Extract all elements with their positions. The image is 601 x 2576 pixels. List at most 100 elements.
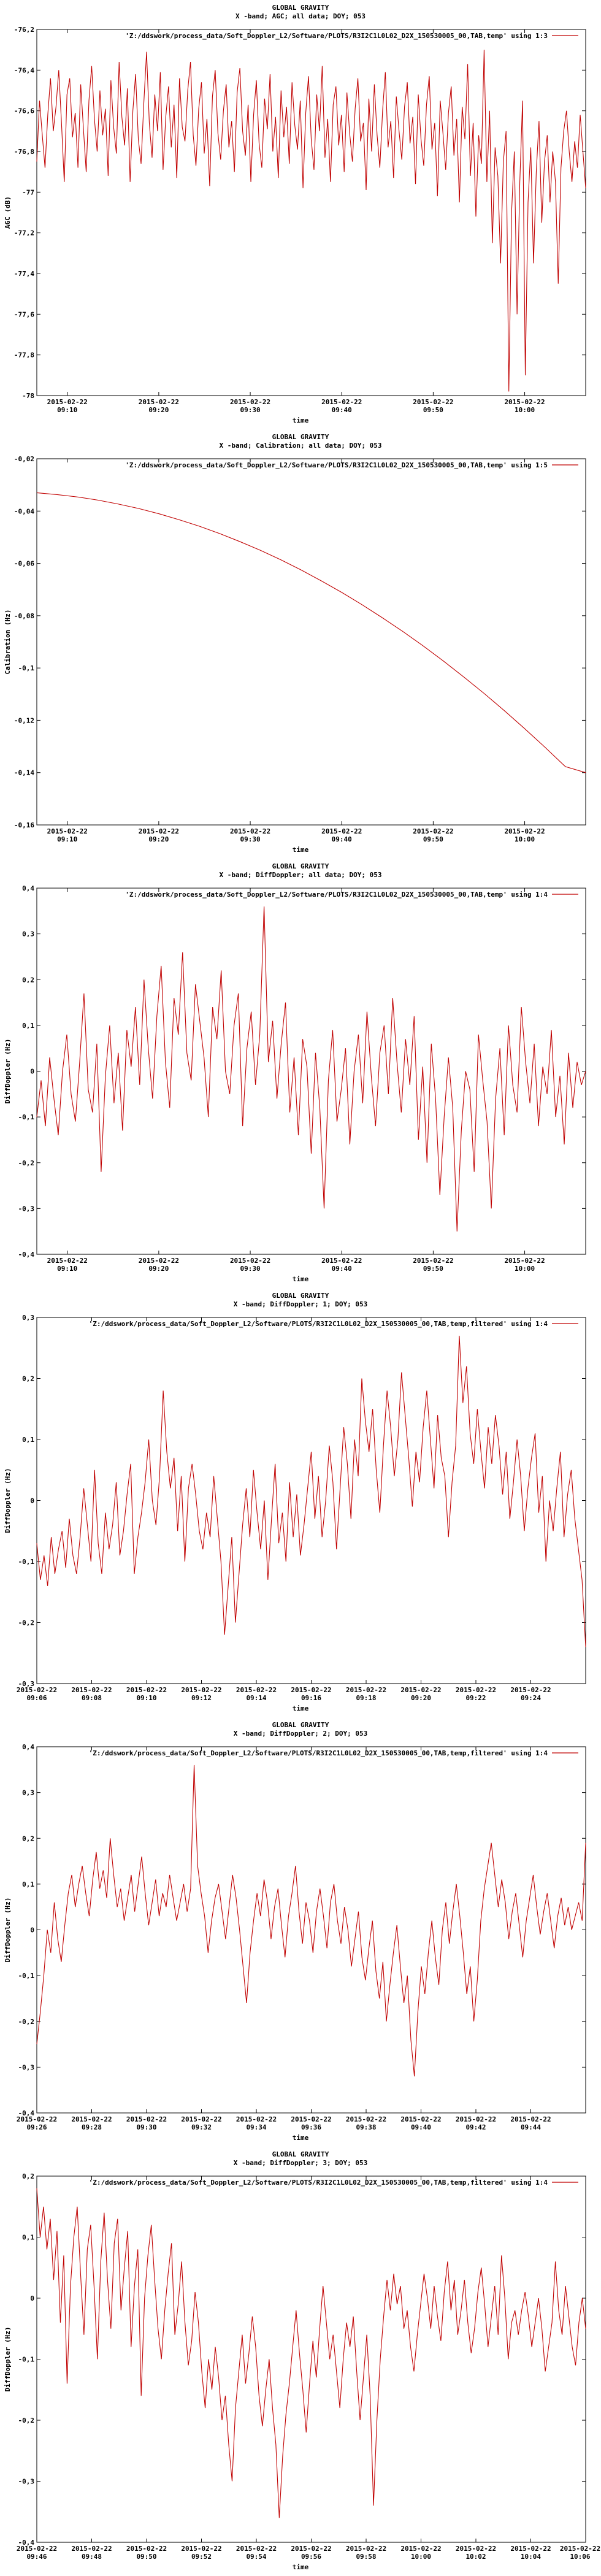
series-line	[36, 906, 586, 1232]
x-tick-label-time: 09:20	[411, 1694, 431, 1702]
x-tick-label-time: 09:52	[191, 2553, 212, 2561]
legend-label: 'Z:/ddswork/process_data/Soft_Doppler_L2…	[89, 1749, 548, 1757]
x-tick-label-time: 09:42	[465, 2123, 486, 2131]
series-line	[36, 2188, 586, 2518]
y-tick-label: 0	[30, 1926, 34, 1934]
chart-subtitle: X -band; DiffDoppler; all data; DOY; 053	[220, 871, 382, 879]
x-tick-label-date: 2015-02-22	[126, 2115, 167, 2123]
chart-title: GLOBAL GRAVITY	[272, 433, 329, 441]
x-tick-label-time: 09:32	[191, 2123, 212, 2131]
x-tick-label-time: 09:12	[191, 1694, 212, 1702]
x-tick-label-date: 2015-02-22	[236, 2545, 277, 2553]
x-tick-label-time: 09:26	[26, 2123, 47, 2131]
legend-label: 'Z:/ddswork/process_data/Soft_Doppler_L2…	[125, 32, 548, 40]
chart-panel-6: GLOBAL GRAVITY X -band; DiffDoppler; 3; D…	[0, 2147, 601, 2576]
x-tick-label-time: 09:50	[423, 406, 443, 414]
chart-subtitle: X -band; Calibration; all data; DOY; 053	[220, 442, 382, 450]
y-tick-label: -0,3	[18, 2063, 35, 2071]
x-tick-label-time: 09:40	[332, 835, 352, 843]
x-tick-label-date: 2015-02-22	[400, 2115, 441, 2123]
series-line	[36, 492, 586, 773]
x-tick-label-time: 10:02	[465, 2553, 486, 2561]
y-tick-label: -77	[22, 188, 34, 196]
x-tick-label-date: 2015-02-22	[413, 398, 453, 406]
y-tick-label: -0,3	[18, 1680, 35, 1688]
x-tick-label-time: 09:34	[246, 2123, 266, 2131]
chart-panel-2: GLOBAL GRAVITY X -band; Calibration; all …	[0, 429, 601, 859]
x-axis-label: time	[293, 846, 309, 854]
chart-panel-5: GLOBAL GRAVITY X -band; DiffDoppler; 2; D…	[0, 1717, 601, 2147]
x-tick-label-time: 09:06	[26, 1694, 47, 1702]
x-tick-label-date: 2015-02-22	[126, 2545, 167, 2553]
y-tick-label: 0,3	[22, 930, 34, 938]
x-tick-label-time: 09:36	[301, 2123, 321, 2131]
x-tick-label-date: 2015-02-22	[139, 398, 179, 406]
x-tick-label-time: 10:00	[411, 2553, 431, 2561]
chart-panel-4: GLOBAL GRAVITY X -band; DiffDoppler; 1; D…	[0, 1288, 601, 1717]
x-tick-label-date: 2015-02-22	[236, 2115, 277, 2123]
x-tick-label-time: 09:50	[423, 1265, 443, 1273]
x-tick-label-time: 09:10	[57, 406, 77, 414]
x-tick-label-date: 2015-02-22	[230, 827, 270, 835]
chart-subtitle: X -band; DiffDoppler; 2; DOY; 053	[234, 1730, 368, 1738]
y-tick-label: 0,2	[22, 976, 34, 984]
x-tick-label-date: 2015-02-22	[71, 2545, 112, 2553]
x-axis-label: time	[293, 2134, 309, 2142]
x-tick-label-time: 09:46	[26, 2553, 47, 2561]
y-tick-label: -0,3	[18, 1205, 35, 1213]
y-tick-label: 0,1	[22, 1022, 34, 1030]
y-axis-label: AGC (dB)	[4, 196, 12, 229]
y-tick-label: -0,12	[14, 716, 34, 724]
y-tick-label: -77,2	[14, 229, 34, 237]
x-tick-label-time: 09:22	[465, 1694, 486, 1702]
chart-title: GLOBAL GRAVITY	[272, 2150, 329, 2158]
x-tick-label-date: 2015-02-22	[230, 398, 270, 406]
x-tick-label-time: 09:40	[332, 406, 352, 414]
y-tick-label: -76,2	[14, 26, 34, 34]
y-tick-label: -0,1	[18, 2356, 35, 2364]
x-tick-label-date: 2015-02-22	[17, 1686, 57, 1694]
x-tick-label-date: 2015-02-22	[560, 2545, 600, 2553]
x-tick-label-date: 2015-02-22	[510, 1686, 551, 1694]
x-tick-label-time: 09:16	[301, 1694, 321, 1702]
x-tick-label-time: 10:06	[570, 2553, 590, 2561]
chart-title: GLOBAL GRAVITY	[272, 1721, 329, 1729]
x-tick-label-time: 09:20	[148, 1265, 169, 1273]
chart-subtitle: X -band; DiffDoppler; 3; DOY; 053	[234, 2159, 368, 2167]
y-tick-label: -0,1	[18, 1972, 35, 1980]
x-tick-label-time: 09:58	[356, 2553, 376, 2561]
y-tick-label: -76,4	[14, 66, 34, 74]
x-tick-label-time: 09:30	[136, 2123, 156, 2131]
x-tick-label-date: 2015-02-22	[504, 1257, 545, 1265]
series-line	[36, 50, 586, 392]
x-tick-label-date: 2015-02-22	[47, 1257, 88, 1265]
y-tick-label: -0,3	[18, 2478, 35, 2486]
y-tick-label: -77,4	[14, 270, 34, 278]
y-tick-label: -0,16	[14, 821, 34, 829]
legend-label: 'Z:/ddswork/process_data/Soft_Doppler_L2…	[125, 891, 548, 899]
x-tick-label-date: 2015-02-22	[230, 1257, 270, 1265]
x-tick-label-time: 09:10	[57, 1265, 77, 1273]
x-tick-label-date: 2015-02-22	[181, 1686, 221, 1694]
x-tick-label-date: 2015-02-22	[291, 2115, 331, 2123]
y-tick-label: 0	[30, 1068, 34, 1076]
y-tick-label: -0,06	[14, 560, 34, 568]
x-tick-label-date: 2015-02-22	[47, 398, 88, 406]
x-tick-label-date: 2015-02-22	[126, 1686, 167, 1694]
x-tick-label-date: 2015-02-22	[400, 2545, 441, 2553]
x-tick-label-time: 09:38	[356, 2123, 376, 2131]
y-tick-label: -76,8	[14, 148, 34, 156]
x-tick-label-date: 2015-02-22	[504, 827, 545, 835]
x-tick-label-time: 09:18	[356, 1694, 376, 1702]
chart-title: GLOBAL GRAVITY	[272, 4, 329, 12]
x-tick-label-date: 2015-02-22	[181, 2545, 221, 2553]
x-tick-label-time: 09:08	[82, 1694, 102, 1702]
y-axis-label: DiffDoppler (Hz)	[4, 2327, 12, 2392]
x-tick-label-time: 10:00	[515, 406, 535, 414]
x-tick-label-date: 2015-02-22	[456, 2545, 496, 2553]
x-tick-label-date: 2015-02-22	[321, 1257, 362, 1265]
x-tick-label-date: 2015-02-22	[456, 2115, 496, 2123]
